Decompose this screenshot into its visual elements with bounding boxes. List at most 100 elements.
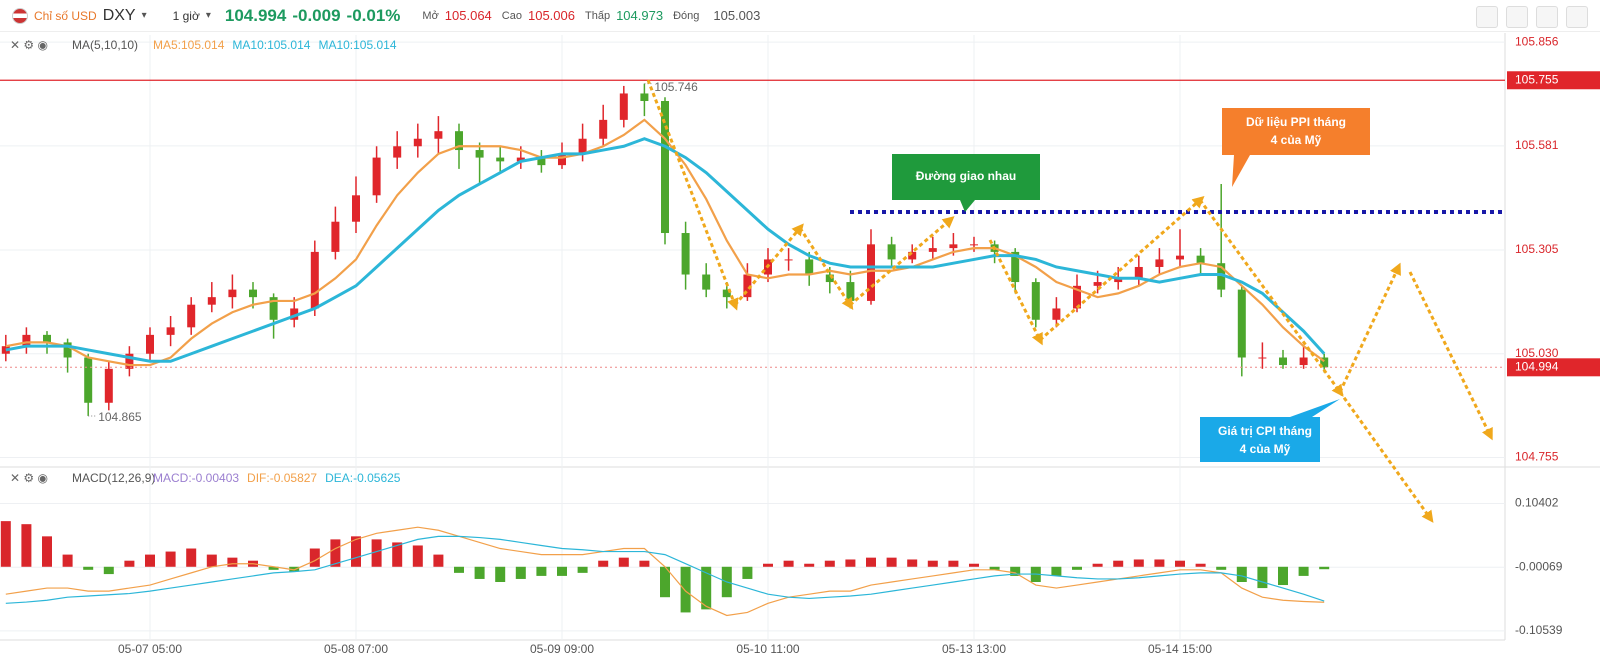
- y-tick-label: 104.755: [1515, 450, 1559, 464]
- candle-body: [1155, 259, 1164, 267]
- macd-bar: [598, 560, 609, 567]
- candle-body: [22, 334, 31, 347]
- close-value: 105.003: [713, 8, 761, 23]
- macd-bar: [412, 545, 423, 567]
- candle-body: [434, 131, 443, 139]
- x-tick-label: 05-07 05:00: [118, 642, 182, 656]
- macd-bar: [557, 566, 567, 576]
- candle-body: [1299, 357, 1308, 366]
- y-tick-label: -0.00069: [1515, 559, 1563, 573]
- candle-body: [372, 157, 381, 196]
- macd-bar: [1072, 566, 1082, 570]
- macd-bar: [392, 542, 403, 567]
- candle-body: [867, 244, 875, 301]
- macd-bar: [577, 566, 588, 573]
- macd-bar: [948, 560, 959, 567]
- macd-bar: [124, 560, 135, 567]
- candle-body: [599, 119, 608, 139]
- low-value: 104.973: [616, 8, 664, 23]
- candle-body: [681, 233, 690, 275]
- candle-body: [146, 334, 154, 354]
- interval[interactable]: 1 giờ: [172, 8, 200, 23]
- macd-bar: [618, 557, 629, 567]
- macd-bar: [1113, 560, 1124, 567]
- x-tick-label: 05-13 13:00: [942, 642, 1006, 656]
- y-tick-label: 105.856: [1515, 34, 1559, 48]
- flag-icon: [12, 7, 28, 24]
- candle-body: [393, 146, 402, 158]
- candle-body: [43, 334, 51, 343]
- candle-body: [496, 157, 505, 162]
- macd-bar: [21, 524, 32, 567]
- y-tick-label: 105.305: [1515, 242, 1559, 256]
- legend-entry: MACD:-0.00403: [153, 471, 239, 485]
- candle-body: [455, 131, 463, 151]
- candle-body: [1093, 282, 1102, 286]
- panel-icons: ✕ ⚙ ◉: [10, 38, 48, 52]
- legend-entry: DIF:-0.05827: [247, 471, 317, 485]
- tool-button[interactable]: [1506, 6, 1528, 28]
- last-price-label: 104.994: [1515, 359, 1559, 373]
- macd-bar: [1257, 566, 1268, 589]
- candle-body: [1073, 285, 1081, 309]
- candle-body: [1258, 357, 1267, 359]
- macd-bar: [886, 557, 897, 567]
- candle-body: [516, 157, 525, 162]
- candle-body: [84, 357, 93, 403]
- macd-bar: [1278, 566, 1288, 586]
- header: Chỉ số USD DXY ▾ 1 giờ ▾ 104.994 -0.009 …: [0, 0, 1600, 32]
- candle-body: [640, 93, 649, 102]
- macd-bar: [927, 560, 938, 567]
- candle-body: [1031, 282, 1040, 320]
- macd-bar: [680, 566, 691, 613]
- zigzag-arrows: [646, 79, 1493, 523]
- x-tick-label: 05-09 09:00: [530, 642, 594, 656]
- macd-bar: [433, 554, 444, 567]
- candle-body: [310, 251, 319, 309]
- candle-body: [228, 289, 237, 298]
- callout-text: Giá trị CPI tháng: [1218, 424, 1312, 438]
- callout: Đường giao nhau: [892, 154, 1040, 212]
- change-pct: -0.01%: [346, 5, 401, 25]
- macd-bar: [0, 521, 11, 567]
- low-label: Thấp: [584, 9, 611, 22]
- macd-bar: [783, 560, 794, 567]
- macd-bar: [1298, 566, 1309, 576]
- macd-bar: [1154, 559, 1165, 567]
- line-series: [5, 526, 1325, 617]
- tool-button[interactable]: [1476, 6, 1498, 28]
- candle-body: [1279, 357, 1287, 366]
- candle-body: [63, 342, 72, 358]
- legend-entry: MA10:105.014: [232, 38, 310, 52]
- candle-body: [1196, 255, 1205, 264]
- macd-bar: [660, 566, 670, 598]
- candle-body: [207, 297, 216, 305]
- candle-body: [1134, 266, 1143, 279]
- candle-body: [125, 353, 134, 369]
- candle-body: [1176, 255, 1184, 260]
- macd-bar: [1133, 559, 1144, 567]
- macd-bar: [83, 566, 94, 570]
- tool-button[interactable]: [1566, 6, 1588, 28]
- min-label: 104.865: [98, 410, 142, 424]
- legend-entry: DEA:-0.05625: [325, 471, 401, 485]
- macd-bar: [866, 557, 876, 567]
- candle-body: [413, 138, 422, 147]
- macd-bar: [103, 566, 114, 575]
- symbol[interactable]: DXY: [102, 6, 136, 24]
- toolbar: [1476, 6, 1588, 28]
- macd-bar: [165, 551, 176, 567]
- macd-bar: [330, 539, 341, 567]
- macd-bar: [536, 566, 547, 576]
- candle-body: [1217, 263, 1226, 290]
- y-tick-label: 0.10402: [1515, 496, 1559, 510]
- change: -0.009: [292, 5, 341, 25]
- macd-bar: [639, 560, 650, 567]
- symbol-name[interactable]: Chỉ số USD: [34, 8, 97, 23]
- tool-button[interactable]: [1536, 6, 1558, 28]
- macd-bar: [763, 563, 773, 567]
- macd-bar: [371, 539, 382, 567]
- legend-title: MACD(12,26,9): [72, 471, 155, 485]
- callout-text: 4 của Mỹ: [1240, 442, 1291, 456]
